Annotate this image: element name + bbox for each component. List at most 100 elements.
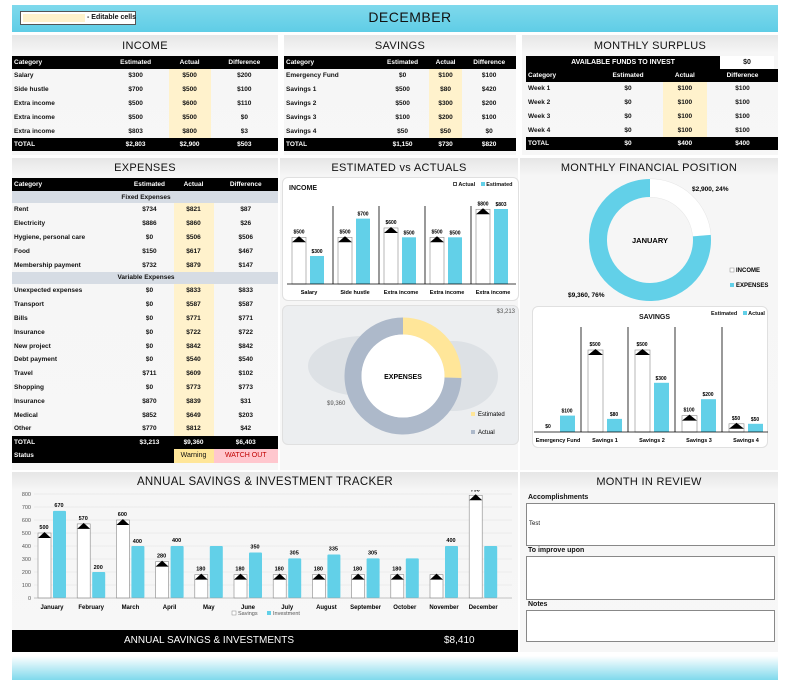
- estimated-cell[interactable]: $0: [145, 342, 154, 350]
- actual-cell[interactable]: $80: [428, 82, 463, 97]
- actual-cell[interactable]: $540: [173, 352, 214, 367]
- value-label: 180: [235, 567, 244, 573]
- actual-cell[interactable]: $860: [173, 216, 214, 231]
- estimated-cell[interactable]: $0: [624, 126, 632, 134]
- accomplishments-field[interactable]: Test: [526, 503, 775, 546]
- funds-value[interactable]: $0: [720, 56, 774, 69]
- column-header: Difference: [213, 178, 278, 191]
- actual-value-label: $100: [561, 409, 572, 415]
- actual-cell[interactable]: $100: [662, 95, 708, 110]
- estimated-cell[interactable]: $0: [624, 85, 632, 93]
- estimated-cell[interactable]: $0: [145, 328, 154, 336]
- estimated-value-label: $300: [311, 249, 322, 255]
- actual-cell[interactable]: $617: [173, 244, 214, 259]
- difference-cell: $100: [481, 113, 497, 121]
- estimated-cell[interactable]: $0: [624, 99, 632, 107]
- value-label: 790: [471, 490, 480, 493]
- editable-legend-label: - Editable cells: [87, 14, 137, 21]
- total-cell: $3,213: [125, 435, 174, 449]
- actual-cell[interactable]: $609: [173, 366, 214, 381]
- estimated-cell[interactable]: $500: [395, 99, 410, 107]
- estimated-cell[interactable]: $0: [145, 314, 154, 322]
- estimated-cell[interactable]: $500: [128, 99, 143, 107]
- variable-expenses-header: Variable Expenses: [12, 271, 278, 284]
- actual-cell[interactable]: $200: [428, 110, 463, 125]
- estimated-cell[interactable]: $0: [145, 356, 154, 364]
- column-header: Actual: [428, 56, 463, 69]
- difference-cell: $100: [481, 72, 497, 80]
- estimated-cell[interactable]: $500: [395, 86, 410, 94]
- income-panel: INCOME Category Estimated Actual Difference…: [12, 35, 278, 155]
- actual-cell[interactable]: $833: [173, 283, 214, 298]
- expenses-donut-chart: EXPENSES $3,213 $9,360 Estimated Actual: [308, 309, 516, 436]
- actual-cell[interactable]: $773: [173, 380, 214, 395]
- estimated-cell[interactable]: $0: [145, 233, 154, 241]
- estimated-cell[interactable]: $700: [128, 86, 143, 94]
- actual-bar: [291, 237, 307, 285]
- actual-cell[interactable]: $506: [173, 230, 214, 245]
- savings-bar: [468, 494, 483, 599]
- estimated-cell[interactable]: $50: [397, 127, 408, 135]
- actual-cell[interactable]: $800: [168, 124, 211, 138]
- category-cell: Salary: [14, 72, 34, 80]
- estimated-cell[interactable]: $870: [142, 397, 157, 405]
- column-header: Actual: [168, 56, 211, 69]
- actual-cell[interactable]: $649: [173, 408, 214, 422]
- category-cell: Week 4: [528, 126, 551, 134]
- savings-legend-actual-swatch: [742, 311, 747, 315]
- estimated-cell[interactable]: $500: [128, 113, 143, 121]
- difference-cell: $722: [238, 328, 253, 336]
- actual-cell[interactable]: $100: [662, 123, 708, 138]
- actual-cell[interactable]: $821: [173, 203, 214, 217]
- column-header: Estimated: [593, 69, 663, 82]
- actual-cell[interactable]: $500: [168, 110, 211, 125]
- estimated-cell[interactable]: $0: [145, 287, 154, 295]
- actual-cell[interactable]: $100: [662, 82, 708, 96]
- actual-cell[interactable]: $50: [428, 124, 463, 138]
- estimated-cell[interactable]: $0: [624, 112, 632, 120]
- estimated-cell[interactable]: $770: [142, 425, 157, 433]
- category-cell: Emergency Fund: [286, 72, 339, 80]
- review-title: MONTH IN REVIEW: [596, 476, 702, 488]
- estimated-cell[interactable]: $300: [128, 72, 143, 80]
- estimated-cell[interactable]: $0: [145, 383, 154, 391]
- actual-cell[interactable]: $879: [173, 258, 214, 272]
- actual-bar: [475, 208, 491, 285]
- category-cell: Extra income: [14, 127, 55, 135]
- estimated-cell[interactable]: $0: [145, 301, 154, 309]
- actual-cell[interactable]: $100: [428, 69, 463, 83]
- estimated-cell[interactable]: $852: [142, 411, 157, 419]
- savings-bar-cap: [469, 494, 483, 501]
- difference-cell: $110: [237, 99, 252, 107]
- actual-cell[interactable]: $300: [428, 96, 463, 111]
- actual-cell[interactable]: $842: [173, 339, 214, 353]
- category-label: Extra income: [384, 290, 419, 296]
- estimated-cell[interactable]: $803: [128, 127, 143, 135]
- actual-cell[interactable]: $100: [662, 109, 708, 124]
- expenses-table: Category Estimated Actual Difference Fixed E…: [12, 178, 278, 463]
- estimated-cell[interactable]: $150: [142, 247, 157, 255]
- actual-cell[interactable]: $812: [173, 421, 214, 436]
- estimated-cell[interactable]: $886: [142, 220, 157, 228]
- estimated-cell[interactable]: $100: [395, 113, 410, 121]
- actual-cell[interactable]: $500: [168, 69, 211, 83]
- actual-cell[interactable]: $500: [168, 82, 211, 97]
- notes-field[interactable]: [526, 610, 775, 642]
- improve-field[interactable]: [526, 556, 775, 600]
- status-spacer: [125, 448, 174, 463]
- actual-cell[interactable]: $587: [173, 297, 214, 312]
- table-row: Savings 3 $100 $200 $100: [284, 110, 516, 125]
- actual-cell[interactable]: $600: [168, 96, 211, 111]
- total-cell: $9,360: [173, 435, 214, 449]
- estimated-cell[interactable]: $0: [398, 72, 407, 80]
- estimated-cell[interactable]: $734: [142, 206, 157, 214]
- legend-actual-swatch: [453, 182, 457, 186]
- actual-cell[interactable]: $722: [173, 325, 214, 340]
- donut-hole: [361, 334, 445, 418]
- investment-bar: [445, 546, 458, 598]
- actual-cell[interactable]: $771: [173, 311, 214, 326]
- estimated-cell[interactable]: $711: [142, 370, 157, 378]
- total-cell: TOTAL: [12, 435, 126, 449]
- estimated-cell[interactable]: $732: [142, 261, 157, 269]
- actual-cell[interactable]: $839: [173, 394, 214, 409]
